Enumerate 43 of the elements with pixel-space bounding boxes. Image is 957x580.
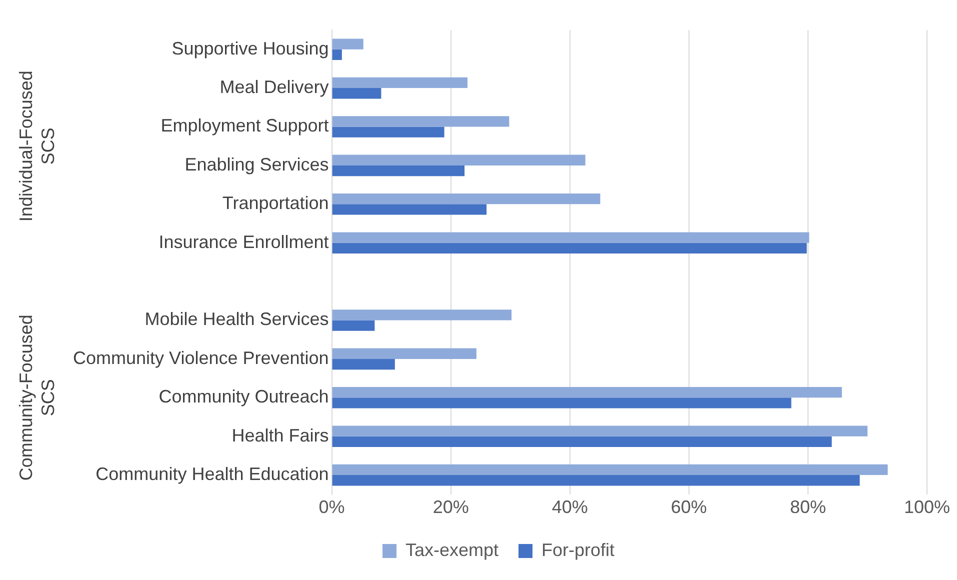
legend-label: For-profit xyxy=(542,540,615,560)
bar xyxy=(332,320,375,331)
bar xyxy=(332,165,465,176)
x-tick-label: 20% xyxy=(432,497,469,518)
y-tick-label: Community Outreach xyxy=(158,386,329,407)
bar xyxy=(332,242,807,254)
y-tick-label: Employment Support xyxy=(160,116,329,136)
bar xyxy=(332,358,395,370)
bar xyxy=(332,88,382,99)
x-tick-label: 0% xyxy=(318,497,345,518)
y-tick-label: Meal Delivery xyxy=(220,77,329,98)
bar xyxy=(332,49,342,60)
bar xyxy=(332,204,487,215)
x-tick-label: 60% xyxy=(670,497,707,518)
bar xyxy=(332,194,600,204)
bar xyxy=(332,232,810,243)
bar xyxy=(332,38,364,50)
bar xyxy=(332,436,832,447)
y-tick-label: Health Fairs xyxy=(232,425,329,446)
bar xyxy=(332,116,510,127)
bar xyxy=(332,77,468,88)
bar xyxy=(332,387,842,398)
text: Individual-Focused SCS xyxy=(16,70,58,222)
bar xyxy=(332,475,860,486)
bar xyxy=(332,426,868,436)
y-tick-label: Mobile Health Services xyxy=(144,309,329,330)
y-tick-label: Supportive Housing xyxy=(172,38,329,58)
text: Community-Focused SCS xyxy=(16,314,58,481)
bar xyxy=(332,398,792,408)
bar xyxy=(332,464,888,476)
bar xyxy=(332,154,586,166)
y-tick-label: Community Health Education xyxy=(96,464,329,484)
y-tick-label: Community Violence Prevention xyxy=(73,348,329,368)
y-tick-label: Enabling Services xyxy=(184,154,329,174)
bar xyxy=(332,310,512,320)
legend-label: Tax-exempt xyxy=(405,540,499,560)
x-tick-label: 100% xyxy=(904,497,950,518)
bar xyxy=(332,348,476,359)
bar xyxy=(332,126,444,138)
x-tick-label: 80% xyxy=(790,497,826,518)
x-tick-label: 40% xyxy=(552,497,588,518)
y-tick-label: Tranportation xyxy=(222,193,329,214)
y-tick-label: Insurance Enrollment xyxy=(158,232,329,252)
